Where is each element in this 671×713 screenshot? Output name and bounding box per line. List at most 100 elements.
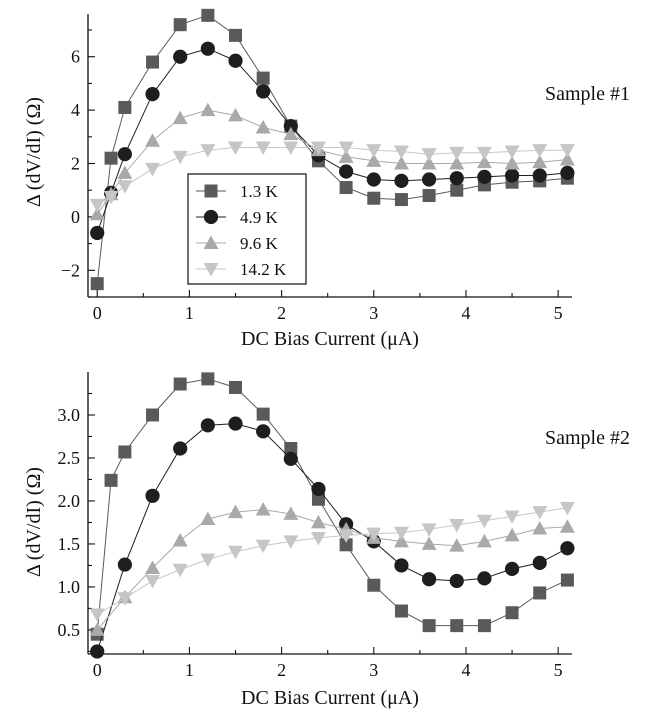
series-4-9-k-s1-point: [560, 165, 575, 180]
series-4-9-k-s2-point: [449, 573, 464, 589]
series-9-6-k-s1-point: [421, 156, 437, 170]
series-1-3-k-s2-point: [311, 492, 325, 506]
series-4-9-k-s1-point: [256, 84, 271, 99]
series-4-9-k-s1-point: [228, 53, 243, 68]
series-1-3-k-s1-point: [450, 183, 464, 197]
legend-marker-4-9-k: [203, 209, 219, 225]
series-1-3-k-s2-point: [367, 578, 381, 592]
series-14-2-k-s1-point: [559, 144, 575, 158]
series-9-6-k-s2-point: [200, 511, 216, 525]
series-14-2-k-s1-point: [283, 141, 299, 155]
series-1-3-k-s2-point: [284, 442, 298, 456]
series-14-2-k-s1-point: [103, 190, 119, 205]
series-4-9-k-s2-line: [96, 423, 568, 652]
series-1-3-k-s2-point: [104, 473, 118, 487]
series-14-2-k-s2-point: [200, 553, 216, 567]
x-tick-label-s1: 0: [93, 303, 102, 323]
y-tick-label-s1: −2: [61, 260, 80, 280]
series-14-2-k-s2-point: [559, 501, 575, 516]
series-1-3-k-s1-point: [90, 277, 104, 291]
series-4-9-k-s2-point: [532, 555, 547, 570]
legend-marker-1-3-k: [204, 184, 218, 198]
series-14-2-k-s2-point: [117, 592, 133, 606]
x-tick-label-s2: 1: [185, 660, 194, 680]
series-1-3-k-s2-point: [505, 606, 519, 620]
series-1-3-k-s1-point: [118, 100, 132, 114]
series-14-2-k-s2-point: [532, 506, 548, 520]
legend-label-1-3-k: 1.3 K: [240, 182, 279, 201]
x-axis-label-sample-2: DC Bias Current (μA): [241, 687, 419, 709]
series-9-6-k-s2-point: [283, 506, 299, 520]
series-1-3-k-s2-point: [450, 619, 464, 633]
series-1-3-k-s2-point: [477, 619, 491, 633]
series-1-3-k-s2-point: [339, 538, 353, 552]
series-1-3-k-s2-point: [394, 604, 408, 618]
series-4-9-k-s1-point: [117, 147, 132, 162]
y-tick-label-s1: 6: [71, 47, 80, 67]
series-14-2-k-s1-point: [172, 150, 188, 165]
series-14-2-k-s1-point: [89, 198, 105, 213]
x-tick-label-s1: 2: [277, 303, 286, 323]
legend-label-14-2-k: 14.2 K: [240, 260, 287, 279]
x-tick-label-s2: 2: [277, 660, 286, 680]
series-9-6-k-s1-point: [117, 165, 133, 179]
series-4-9-k-s2-point: [200, 418, 215, 433]
series-4-9-k-s1-point: [173, 49, 188, 64]
series-9-6-k-s2-point: [421, 536, 437, 550]
series-4-9-k-s1-point: [477, 169, 492, 184]
series-14-2-k-s1-point: [338, 141, 354, 155]
series-14-2-k-s2-point: [283, 535, 299, 549]
series-1-3-k-s1-point: [339, 181, 353, 195]
series-4-9-k-s2-point: [283, 451, 298, 466]
series-1-3-k-s1-point: [229, 28, 243, 42]
series-4-9-k-s2-point: [560, 541, 575, 556]
series-1-3-k-s1-point: [422, 189, 436, 203]
series-4-9-k-s1-point: [366, 172, 381, 187]
series-1-3-k-s2-point: [201, 372, 215, 386]
series-4-9-k-s1-point: [449, 171, 464, 186]
series-9-6-k-s2-point: [89, 622, 105, 636]
series-14-2-k-s2-point: [421, 523, 437, 537]
series-4-9-k-s2-point: [311, 481, 326, 497]
x-tick-label-s1: 3: [369, 303, 378, 323]
series-9-6-k-s1-point: [283, 126, 299, 141]
series-1-3-k-s1-point: [173, 18, 187, 32]
series-14-2-k-s2-point: [89, 608, 105, 622]
series-9-6-k-s1-point: [476, 154, 492, 169]
series-9-6-k-s2-point: [504, 527, 520, 542]
plot-area-sample-2: 0 1 2 3 4 5 0.5 1.0 1.5 2.0 2.5 3.0: [58, 372, 575, 680]
series-4-9-k-s2-point: [394, 558, 409, 573]
series-14-2-k-s2-point: [311, 531, 326, 546]
panel-sample-2: 0 1 2 3 4 5 0.5 1.0 1.5 2.0 2.5 3.0 Sample #2 DC Bi…: [23, 372, 630, 709]
series-4-9-k-s2-point: [422, 572, 437, 587]
series-1-3-k-s2-point: [256, 407, 270, 421]
series-9-6-k-s1-point: [255, 119, 271, 134]
series-9-6-k-s1-point: [145, 133, 161, 147]
legend: 1.3 K 4.9 K 9.6 K 14.2 K: [187, 173, 307, 285]
series-1-3-k-s1-point: [394, 193, 408, 207]
series-1-3-k-s1-point: [201, 8, 215, 22]
series-4-9-k-s1-point: [90, 225, 105, 241]
series-14-2-k-s1-point: [532, 144, 548, 158]
x-tick-label-s2: 5: [554, 660, 563, 680]
series-9-6-k-s2-point: [172, 533, 188, 547]
series-4-9-k-s2-point: [117, 557, 132, 572]
y-tick-label-s2: 2.0: [58, 491, 81, 511]
series-4-9-k-s2-point: [504, 561, 520, 576]
series-9-6-k-s1-point: [449, 156, 465, 170]
annotation-sample-2: Sample #2: [545, 427, 630, 449]
series-1-3-k-s2-point: [533, 586, 547, 600]
series-1-3-k-s2-point: [118, 445, 132, 459]
series-1-3-k-s1-line: [96, 14, 568, 284]
plot-area-sample-1: 0 1 2 3 4 5 −2 0 2 4 6: [61, 8, 575, 323]
series-9-6-k-s1-point: [393, 156, 409, 170]
x-tick-label-s1: 5: [554, 303, 563, 323]
series-9-6-k-s1-point: [366, 153, 382, 167]
series-4-9-k-s2-point: [477, 571, 492, 586]
y-axis-label-sample-2: Δ (dV/dI) (Ω): [23, 467, 45, 577]
x-tick-label-s2: 0: [93, 660, 102, 680]
series-9-6-k-s1-point: [559, 152, 575, 166]
series-14-2-k-s1-point: [366, 144, 382, 158]
series-4-9-k-s1-point: [532, 168, 547, 183]
series-14-2-k-s1-point: [255, 141, 271, 155]
